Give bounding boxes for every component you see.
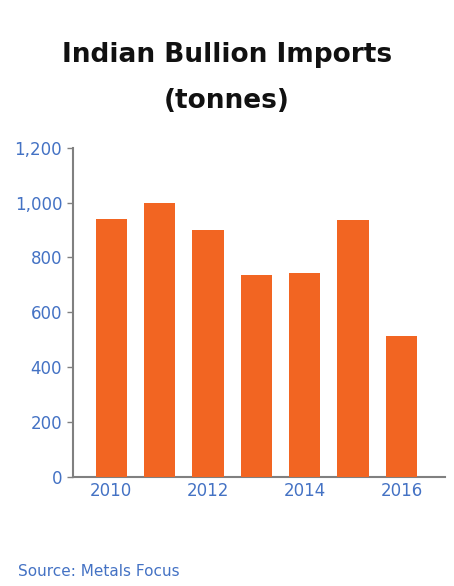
- Bar: [289, 272, 321, 477]
- Text: Indian Bullion Imports: Indian Bullion Imports: [62, 42, 392, 67]
- Bar: [386, 336, 417, 477]
- Bar: [337, 220, 369, 477]
- Bar: [144, 203, 175, 477]
- Text: Source: Metals Focus: Source: Metals Focus: [18, 564, 180, 579]
- Bar: [96, 219, 127, 477]
- Bar: [192, 230, 224, 477]
- Bar: [241, 275, 272, 477]
- Text: (tonnes): (tonnes): [164, 88, 290, 114]
